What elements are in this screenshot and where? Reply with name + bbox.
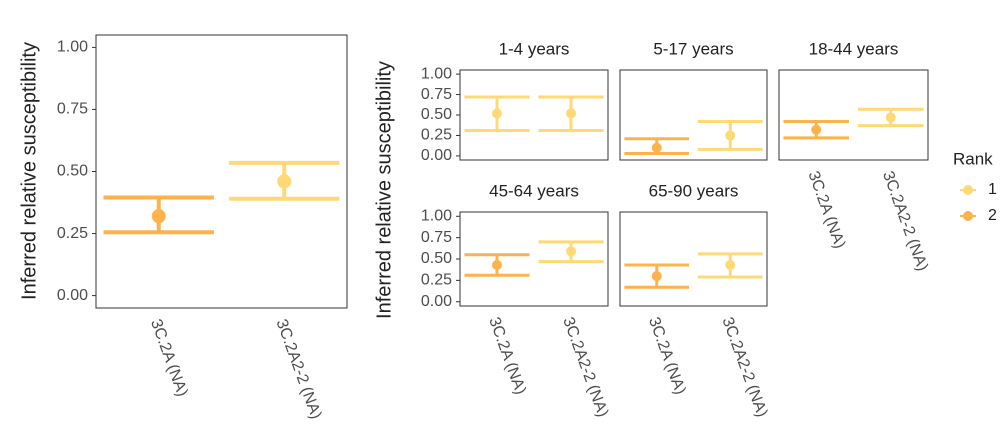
legend-title: Rank [953,149,993,168]
y-tick-label: 0.50 [421,250,452,267]
legend-label: 1 [988,181,997,198]
point [492,259,502,270]
x-tick-label: 3C.2A2-2 (NA) [273,317,325,421]
y-tick-label: 0.75 [57,101,88,118]
panel-title: 5-17 years [653,39,733,58]
y-tick-label: 0.25 [421,127,452,144]
point [725,259,736,270]
x-tick-label: 3C.2A2-2 (NA) [719,315,771,419]
panel-border [95,34,348,309]
point [151,209,166,224]
x-tick-label: 3C.2A2-2 (NA) [559,315,611,419]
y-tick-label: 0.00 [421,293,452,310]
y-axis-label: Inferred relative susceptibility [18,42,40,300]
y-tick-label: 0.75 [421,229,452,246]
y-tick-label: 1.00 [421,207,452,224]
y-tick-label: 0.00 [421,147,452,164]
point [492,108,502,119]
point [566,246,576,257]
legend-dot [963,211,973,221]
panel-title: 65-90 years [649,181,739,200]
panel-border [619,211,768,307]
x-tick-label: 3C.2A (NA) [805,169,849,251]
legend-dot [963,185,973,195]
point [651,142,662,153]
y-tick-label: 0.50 [57,163,88,180]
y-tick-label: 0.25 [421,272,452,289]
x-tick-label: 3C.2A2-2 (NA) [879,169,931,273]
x-tick-label: 3C.2A (NA) [645,315,689,397]
panel-title: 45-64 years [489,181,579,200]
x-tick-label: 3C.2A (NA) [147,317,191,399]
point [725,130,736,141]
panel-title: 1-4 years [499,39,570,58]
y-tick-label: 0.75 [421,86,452,103]
panel-border [459,69,609,161]
y-tick-label: 0.00 [57,287,88,304]
point [885,112,896,123]
legend-label: 2 [988,207,997,224]
panel-title: 18-44 years [809,39,899,58]
y-axis-label: Inferred relative susceptibility [373,61,395,319]
point [566,108,576,119]
panel-border [778,69,929,161]
panel-border [619,69,768,161]
point [811,124,822,135]
y-tick-label: 0.50 [421,106,452,123]
panel-border [459,211,609,307]
point [277,174,292,189]
y-tick-label: 0.25 [57,225,88,242]
y-tick-label: 1.00 [421,65,452,82]
point [651,271,662,282]
y-tick-label: 1.00 [57,39,88,56]
x-tick-label: 3C.2A (NA) [485,315,529,397]
